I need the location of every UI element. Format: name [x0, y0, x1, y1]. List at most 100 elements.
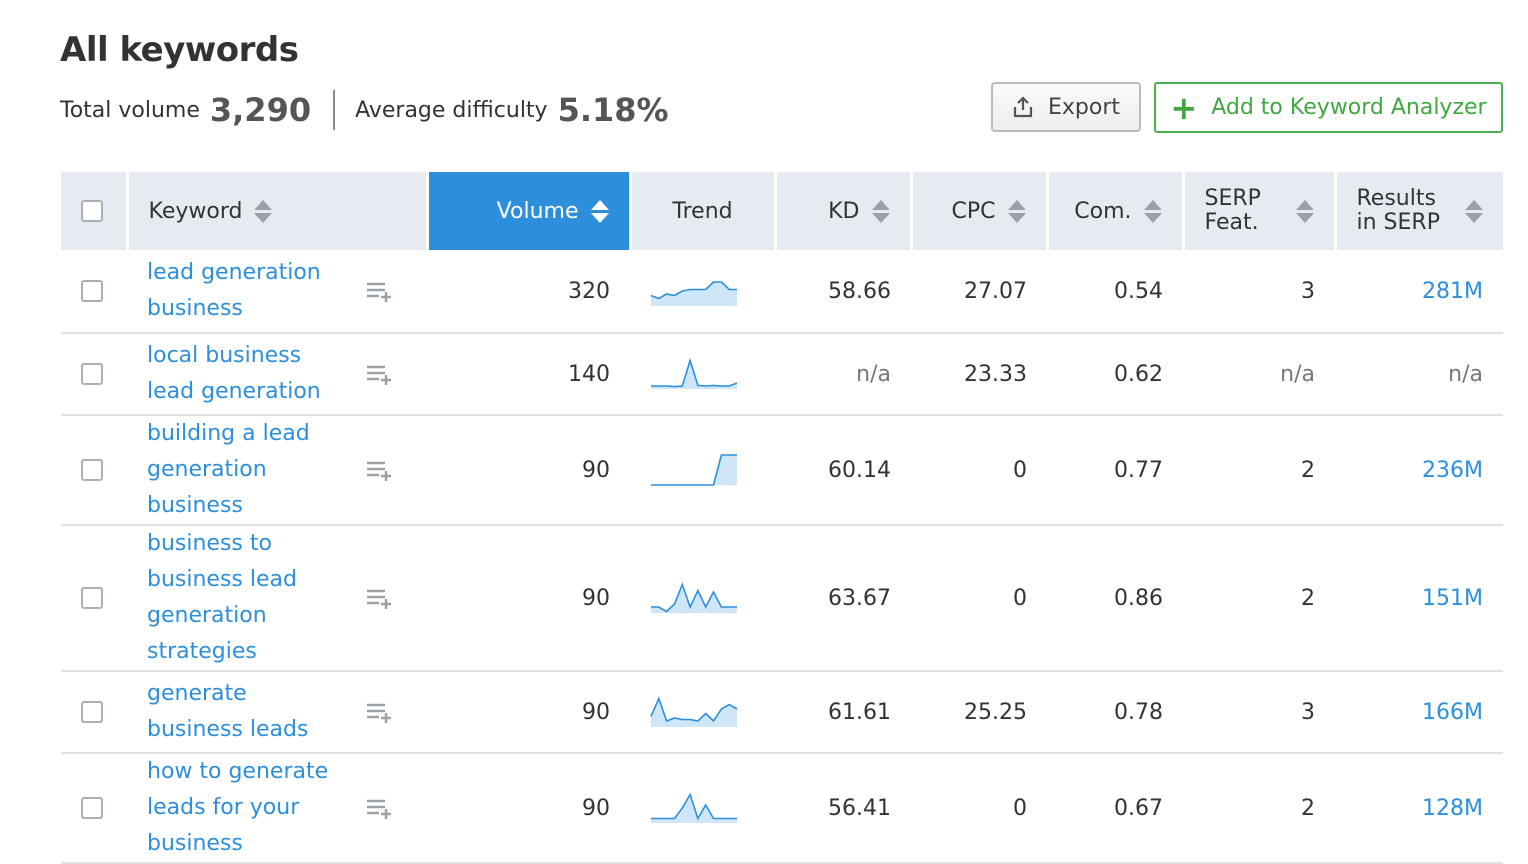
column-results-in-serp[interactable]: Results in SERP	[1335, 172, 1503, 250]
trend-area	[651, 455, 737, 485]
keyword-link[interactable]: lead generation business	[147, 260, 321, 321]
trend-sparkline	[651, 357, 738, 389]
results-in-serp-link[interactable]: 281M	[1335, 250, 1503, 334]
table-row: building a lead generation business 90 6…	[61, 415, 1503, 526]
sort-icon[interactable]	[1143, 199, 1162, 223]
total-volume-label: Total volume	[60, 97, 200, 123]
row-select	[61, 333, 127, 416]
column-cpc[interactable]: CPC	[911, 172, 1049, 250]
volume-cell: 90	[427, 525, 630, 672]
column-kd-label: KD	[828, 198, 860, 224]
page-title: All keywords	[60, 30, 299, 70]
add-to-keyword-analyzer-button[interactable]: + Add to Keyword Analyzer	[1154, 82, 1503, 133]
export-button[interactable]: Export	[991, 82, 1141, 132]
keyword-cell: local business lead generation	[127, 333, 427, 416]
add-to-list-icon[interactable]	[365, 459, 393, 481]
results-in-serp-link[interactable]: 128M	[1335, 753, 1503, 864]
kd-cell: 58.66	[775, 250, 911, 334]
keyword-cell: building a lead generation business	[127, 415, 427, 526]
serp-features-cell: 3	[1183, 671, 1335, 754]
keyword-link[interactable]: local business lead generation	[147, 343, 321, 404]
add-to-list-icon[interactable]	[365, 797, 393, 819]
row-checkbox[interactable]	[81, 587, 103, 609]
row-select	[61, 525, 127, 672]
column-keyword-label: Keyword	[148, 198, 243, 224]
serp-features-cell: 2	[1183, 415, 1335, 526]
table-body: lead generation business 320 58.66 27.07…	[61, 250, 1503, 864]
row-checkbox[interactable]	[81, 797, 103, 819]
keyword-cell: lead generation business	[127, 250, 427, 334]
add-to-list-icon[interactable]	[365, 363, 393, 385]
select-all-checkbox[interactable]	[81, 200, 103, 222]
table-row: generate business leads 90 61.61 25.25 0…	[61, 671, 1503, 754]
table-row: business to business lead generation str…	[61, 525, 1503, 672]
volume-cell: 320	[427, 250, 630, 334]
results-in-serp-link[interactable]: 236M	[1335, 415, 1503, 526]
add-to-list-icon[interactable]	[365, 280, 393, 302]
cpc-cell: 23.33	[911, 333, 1047, 416]
summary-bar: Total volume 3,290 Average difficulty 5.…	[60, 86, 669, 134]
column-kd[interactable]: KD	[775, 172, 913, 250]
plus-icon: +	[1170, 88, 1198, 127]
row-select	[61, 671, 127, 754]
trend-cell	[630, 525, 775, 672]
export-icon	[1013, 96, 1033, 118]
column-com[interactable]: Com.	[1047, 172, 1185, 250]
trend-cell	[630, 415, 775, 526]
sort-icon[interactable]	[254, 199, 273, 223]
row-checkbox[interactable]	[81, 701, 103, 723]
keyword-cell: business to business lead generation str…	[127, 525, 427, 672]
trend-line	[651, 454, 737, 486]
sort-icon[interactable]	[1465, 199, 1483, 223]
sort-icon[interactable]	[590, 199, 609, 223]
summary-divider	[333, 90, 336, 130]
add-to-list-icon[interactable]	[365, 701, 393, 723]
kd-cell: 56.41	[775, 753, 911, 864]
volume-cell: 90	[427, 753, 630, 864]
table-header: Keyword Volume Trend KD CPC Com.	[61, 172, 1503, 250]
row-select	[61, 753, 127, 864]
kd-cell: 61.61	[775, 671, 911, 754]
row-checkbox[interactable]	[81, 363, 103, 385]
column-serp-features[interactable]: SERP Feat.	[1183, 172, 1337, 250]
keyword-cell: generate business leads	[127, 671, 427, 754]
table-row: how to generate leads for your business …	[61, 753, 1503, 864]
serp-features-cell: 2	[1183, 753, 1335, 864]
results-in-serp-cell: n/a	[1335, 333, 1503, 416]
cpc-cell: 25.25	[911, 671, 1047, 754]
row-checkbox[interactable]	[81, 459, 103, 481]
keyword-link[interactable]: how to generate leads for your business	[147, 759, 329, 856]
volume-cell: 140	[427, 333, 630, 416]
keyword-link[interactable]: business to business lead generation str…	[147, 531, 297, 664]
keyword-cell: how to generate leads for your business	[127, 753, 427, 864]
row-select	[61, 250, 127, 334]
add-to-list-icon[interactable]	[365, 587, 393, 609]
results-in-serp-link[interactable]: 166M	[1335, 671, 1503, 754]
keyword-link[interactable]: generate business leads	[147, 681, 309, 742]
results-in-serp-link[interactable]: 151M	[1335, 525, 1503, 672]
volume-cell: 90	[427, 671, 630, 754]
com-cell: 0.86	[1047, 525, 1183, 672]
column-results-label-line2: in SERP	[1356, 210, 1440, 235]
sort-icon[interactable]	[871, 199, 890, 223]
column-serp-label-line1: SERP	[1204, 186, 1261, 211]
header-select-all	[61, 172, 129, 250]
column-trend-label: Trend	[672, 198, 733, 224]
sort-icon[interactable]	[1295, 199, 1314, 223]
cpc-cell: 0	[911, 415, 1047, 526]
trend-sparkline	[651, 582, 737, 613]
column-volume[interactable]: Volume	[427, 172, 632, 250]
keyword-link[interactable]: building a lead generation business	[147, 421, 310, 518]
table-row: lead generation business 320 58.66 27.07…	[61, 250, 1503, 334]
sort-icon[interactable]	[1007, 199, 1026, 223]
column-trend: Trend	[630, 172, 777, 250]
com-cell: 0.77	[1047, 415, 1183, 526]
avg-difficulty-value: 5.18%	[557, 91, 669, 129]
serp-features-cell: n/a	[1183, 333, 1335, 416]
trend-line	[651, 357, 738, 388]
column-cpc-label: CPC	[951, 198, 996, 224]
column-serp-label-line2: Feat.	[1204, 210, 1259, 235]
row-checkbox[interactable]	[81, 280, 103, 302]
trend-sparkline	[651, 454, 737, 486]
column-keyword[interactable]: Keyword	[127, 172, 429, 250]
